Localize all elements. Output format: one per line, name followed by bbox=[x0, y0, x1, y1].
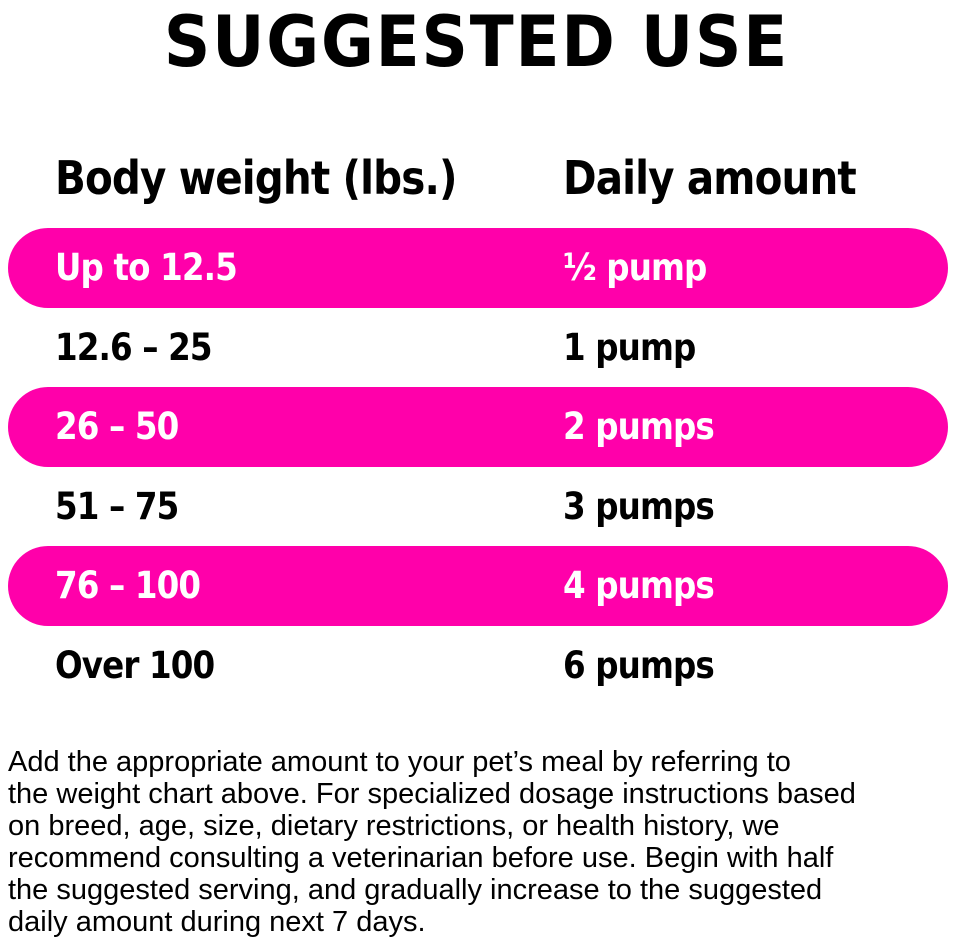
table-row: 76 – 100 4 pumps bbox=[8, 546, 948, 626]
amount-cell: ½ pump bbox=[563, 246, 707, 289]
amount-cell: 6 pumps bbox=[563, 644, 715, 687]
weight-cell: 26 – 50 bbox=[55, 405, 179, 448]
weight-cell: Up to 12.5 bbox=[55, 246, 238, 289]
table-row: Over 100 6 pumps bbox=[8, 626, 948, 706]
weight-cell: 76 – 100 bbox=[55, 564, 201, 607]
table-row: 26 – 50 2 pumps bbox=[8, 387, 948, 467]
weight-cell: Over 100 bbox=[55, 644, 215, 687]
paragraph-line: daily amount during next 7 days. bbox=[8, 906, 426, 938]
paragraph-line: on breed, age, size, dietary restriction… bbox=[8, 810, 780, 842]
table-row: Up to 12.5 ½ pump bbox=[8, 228, 948, 308]
amount-cell: 4 pumps bbox=[563, 564, 715, 607]
paragraph-line: Add the appropriate amount to your pet’s… bbox=[8, 746, 791, 778]
table-row: 51 – 75 3 pumps bbox=[8, 467, 948, 547]
weight-cell: 12.6 – 25 bbox=[55, 326, 213, 369]
amount-cell: 3 pumps bbox=[563, 485, 715, 528]
paragraph-line: the weight chart above. For specialized … bbox=[8, 778, 856, 810]
weight-cell: 51 – 75 bbox=[55, 485, 179, 528]
amount-cell: 2 pumps bbox=[563, 405, 715, 448]
amount-cell: 1 pump bbox=[563, 326, 696, 369]
page-title: SUGGESTED USE bbox=[163, 1, 790, 83]
column-header-weight: Body weight (lbs.) bbox=[55, 151, 457, 205]
paragraph-line: recommend consulting a veterinarian befo… bbox=[8, 842, 834, 874]
column-header-amount: Daily amount bbox=[563, 151, 857, 205]
instructions-paragraph: Add the appropriate amount to your pet’s… bbox=[8, 746, 856, 938]
table-row: 12.6 – 25 1 pump bbox=[8, 308, 948, 388]
paragraph-line: the suggested serving, and gradually inc… bbox=[8, 874, 823, 906]
